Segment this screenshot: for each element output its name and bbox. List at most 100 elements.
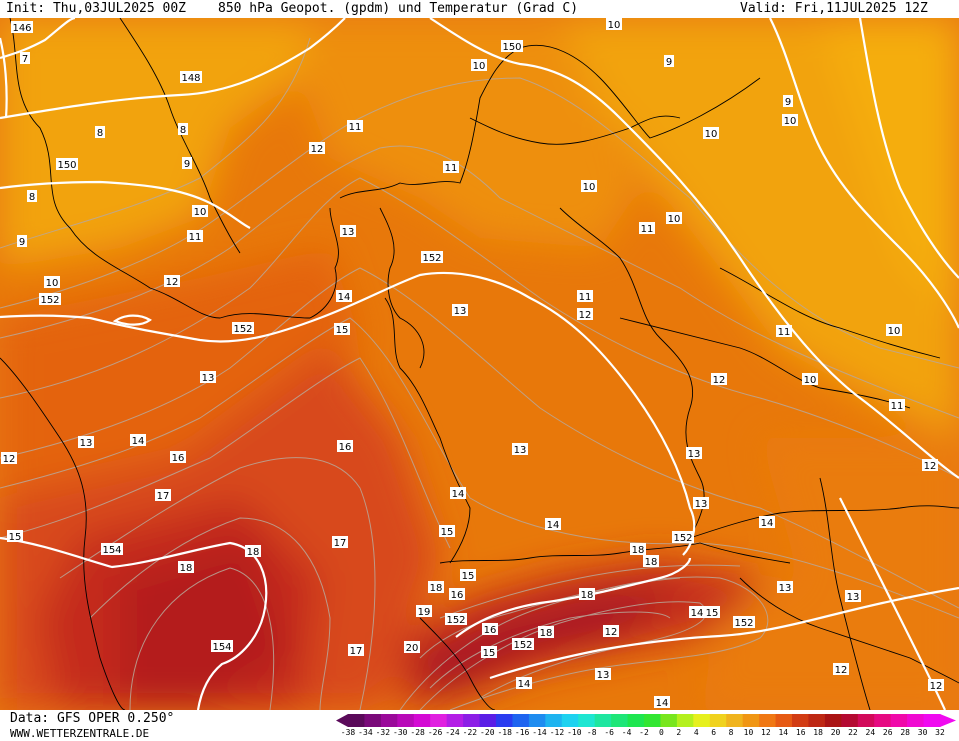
colorbar-tick-label: -30	[393, 728, 408, 737]
temperature-label: 14	[130, 434, 146, 447]
geopotential-label-box	[733, 616, 755, 628]
temperature-label: 8	[95, 126, 105, 139]
temperature-label: 11	[187, 230, 203, 243]
temperature-label-box	[703, 127, 719, 139]
temperature-label-text: 13	[80, 438, 93, 449]
temperature-label: 16	[482, 623, 498, 636]
colorbar-segment	[660, 714, 678, 727]
colorbar-tick-label: 12	[761, 728, 771, 737]
temperature-label-box	[581, 180, 597, 192]
temperature-label: 12	[577, 308, 593, 321]
colorbar-segment	[380, 714, 398, 727]
temperature-label: 13	[595, 668, 611, 681]
border-france-germany	[384, 297, 471, 564]
temperature-label-text: 13	[847, 592, 860, 603]
colorbar-segment	[479, 714, 497, 727]
contour-150-west	[0, 180, 251, 229]
temperature-label-box	[7, 530, 23, 542]
colorbar-segment	[824, 714, 842, 727]
temp-zone-10-east	[820, 18, 959, 318]
contour-left-edge	[0, 37, 8, 119]
colorbar-tick-label: 28	[900, 728, 910, 737]
temperature-label-box	[443, 161, 459, 173]
temperature-label-text: 8	[180, 125, 186, 136]
temperature-label: 16	[449, 588, 465, 601]
temperature-label: 14	[654, 696, 670, 709]
temperature-label-text: 13	[688, 449, 701, 460]
temperature-label-box	[17, 235, 27, 247]
border-alps	[439, 542, 791, 564]
colorbar-tick-label: -28	[410, 728, 425, 737]
geopotential-label: 150	[501, 40, 523, 53]
temperature-label-text: 17	[350, 646, 363, 657]
colorbar-tick-label: -18	[497, 728, 512, 737]
colorbar-segment	[841, 714, 859, 727]
temperature-label-text: 15	[336, 325, 349, 336]
temperature-label-text: 9	[666, 57, 672, 68]
temperature-label: 12	[833, 663, 849, 676]
temperature-label-text: 14	[547, 520, 560, 531]
temperature-label-text: 10	[888, 326, 901, 337]
temperature-label-box	[332, 536, 348, 548]
temperature-label-box	[711, 373, 727, 385]
colorbar-tick-label: -38	[340, 728, 356, 737]
colorbar-segment	[463, 714, 481, 727]
temperature-label-box	[78, 436, 94, 448]
colorbar-segment	[792, 714, 809, 727]
geopotential-label-text: 148	[181, 73, 200, 84]
temperature-label-text: 16	[451, 590, 464, 601]
temperature-label: 12	[164, 275, 180, 288]
colorbar-segment	[923, 714, 941, 727]
temperature-label-text: 12	[930, 681, 943, 692]
temperature-label: 10	[782, 114, 798, 127]
temperature-label: 9	[783, 95, 793, 108]
temperature-label: 10	[581, 180, 597, 193]
geopotential-label-box	[421, 251, 443, 263]
temperature-label-box	[95, 126, 105, 138]
temperature-label: 11	[577, 290, 593, 303]
temperature-label: 13	[512, 443, 528, 456]
temperature-label-text: 12	[924, 461, 937, 472]
geopotential-label-box	[101, 543, 123, 555]
colorbar-segment	[808, 714, 826, 727]
temperature-label-text: 15	[441, 527, 454, 538]
temperature-label: 13	[78, 436, 94, 449]
colorbar-segment	[364, 714, 382, 727]
temperature-label: 20	[404, 641, 420, 654]
temperature-label: 14	[759, 516, 775, 529]
temperature-label-box	[471, 59, 487, 71]
border-poland	[719, 267, 941, 359]
temperature-label: 14	[516, 677, 532, 690]
colorbar-tick-label: 16	[795, 728, 806, 737]
temperature-label: 9	[17, 235, 27, 248]
colorbar-ticks: -38 -34 -32 -30 -28 -26 -24 -22 -20 -18 -16 -14 -12-…	[336, 728, 956, 740]
colorbar-segment	[578, 714, 596, 727]
temperature-label-box	[639, 222, 655, 234]
temperature-label-text: 15	[483, 648, 496, 659]
colorbar-segment	[627, 714, 645, 727]
temperature-label: 18	[630, 543, 646, 556]
temperature-label: 13	[686, 447, 702, 460]
temperature-label-box	[782, 114, 798, 126]
temperature-label-text: 13	[695, 499, 708, 510]
site-url: WWW.WETTERZENTRALE.DE	[10, 727, 150, 740]
temperature-label-text: 14	[691, 608, 704, 619]
temperature-label: 13	[452, 304, 468, 317]
isotherm-11	[0, 145, 959, 419]
temperature-label-text: 9	[785, 97, 791, 108]
temperature-label-box	[606, 18, 622, 30]
contour-148	[0, 18, 346, 120]
temperature-label-box	[630, 543, 646, 555]
colorbar-tick-label: -14	[532, 728, 547, 737]
temperature-label: 9	[664, 55, 674, 68]
chart-title: 850 hPa Geopot. (gpdm) und Temperatur (G…	[218, 1, 579, 16]
temperature-label: 10	[666, 212, 682, 225]
temperature-label: 15	[334, 323, 350, 336]
colorbar-tick-label: 2	[676, 728, 682, 737]
geopotential-label: 146	[11, 21, 33, 34]
temperature-label-text: 12	[835, 665, 848, 676]
isotherm-17	[89, 517, 331, 710]
temperature-label: 14	[689, 606, 705, 619]
temperature-label: 10	[606, 18, 622, 31]
